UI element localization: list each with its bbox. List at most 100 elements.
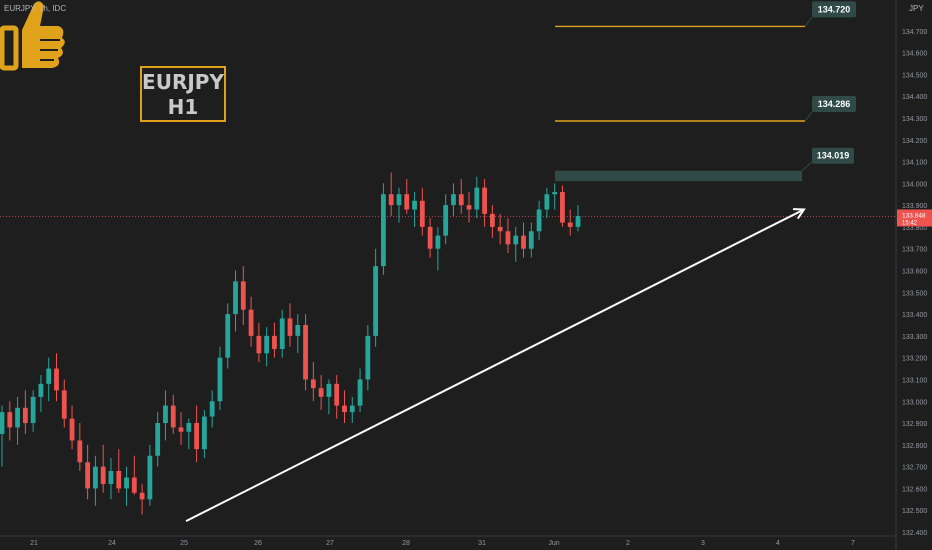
- y-tick-label: 133.300: [902, 334, 927, 341]
- candle-up: [0, 412, 5, 434]
- x-tick-label: 7: [851, 540, 855, 547]
- level-label-connector: [804, 17, 813, 27]
- title-timeframe: H1: [167, 95, 199, 119]
- candle-down: [131, 477, 137, 493]
- supply-zone: [555, 170, 802, 182]
- candle-up: [435, 235, 441, 249]
- candle-down: [505, 231, 511, 245]
- x-tick-label: 4: [776, 540, 780, 547]
- y-tick-label: 133.100: [902, 377, 927, 384]
- candle-up: [552, 192, 558, 195]
- candle-up: [528, 231, 534, 249]
- candle-up: [155, 423, 161, 456]
- candle-down: [458, 194, 464, 206]
- level-label-connector: [804, 111, 813, 122]
- candle-down: [69, 418, 75, 441]
- candle-down: [567, 222, 573, 227]
- candle-down: [497, 226, 503, 232]
- x-tick-label: 28: [402, 540, 410, 547]
- title-box: EURJPY H1: [140, 66, 226, 122]
- candle-down: [85, 462, 91, 489]
- candle-down: [77, 440, 83, 463]
- y-tick-label: 132.900: [902, 421, 927, 428]
- candle-down: [303, 324, 308, 380]
- candle-up: [15, 407, 20, 428]
- x-tick-label: 26: [254, 540, 262, 547]
- level-label-box: [812, 1, 856, 18]
- candle-up: [233, 281, 238, 315]
- candle-up: [186, 423, 192, 432]
- candle-down: [248, 309, 254, 336]
- x-tick-label: 21: [30, 540, 38, 547]
- level-label-box: [812, 96, 856, 113]
- thumb-cuff: [0, 25, 19, 71]
- candle-up: [108, 470, 114, 485]
- candle-up: [147, 455, 153, 500]
- candle-up: [349, 405, 355, 413]
- candle-down: [388, 194, 394, 206]
- candle-down: [61, 390, 67, 419]
- candle-up: [443, 205, 449, 236]
- current-price-tag: [897, 209, 932, 227]
- y-tick-label: 134.200: [902, 138, 927, 145]
- candle-down: [419, 200, 425, 227]
- x-tick-label: 31: [478, 540, 486, 547]
- y-tick-label: 134.700: [902, 29, 927, 36]
- candle-down: [170, 405, 176, 428]
- y-tick-label: 133.000: [902, 399, 927, 406]
- candle-down: [22, 407, 28, 424]
- candle-down: [100, 466, 106, 485]
- candle-down: [427, 226, 433, 249]
- candle-up: [544, 194, 550, 210]
- candle-up: [124, 477, 129, 489]
- y-tick-label: 133.900: [902, 203, 927, 210]
- x-tick-label: 25: [180, 540, 188, 547]
- symbol-label: EURJPY, 1h, IDC: [4, 4, 67, 13]
- y-tick-label: 133.500: [902, 290, 927, 297]
- level-label: 134.720: [818, 4, 851, 14]
- candle-down: [256, 335, 262, 354]
- x-tick-label: Jun: [548, 540, 559, 547]
- current-price-countdown: 15:42: [902, 220, 918, 226]
- y-tick-label: 134.600: [902, 51, 927, 58]
- candle-up: [451, 194, 456, 206]
- candle-down: [178, 427, 184, 432]
- candle-up: [209, 401, 215, 417]
- candle-up: [46, 368, 52, 384]
- candle-down: [310, 379, 316, 389]
- thumb-hand: [22, 1, 65, 68]
- y-tick-label: 134.500: [902, 72, 927, 79]
- candle-down: [466, 205, 472, 210]
- trend-arrow-line: [185, 208, 805, 522]
- candle-down: [404, 194, 410, 210]
- candle-up: [396, 194, 402, 206]
- y-tick-label: 133.400: [902, 312, 927, 319]
- y-tick-label: 133.800: [902, 225, 927, 232]
- candle-up: [575, 216, 581, 227]
- candle-up: [163, 405, 168, 424]
- candle-up: [357, 379, 363, 406]
- trend-arrow-head: [792, 208, 806, 220]
- candle-down: [240, 281, 246, 310]
- candle-up: [365, 335, 371, 380]
- candle-up: [373, 266, 379, 336]
- y-tick-label: 134.100: [902, 160, 927, 167]
- candle-up: [295, 324, 301, 336]
- current-price-label: 133.848: [902, 212, 926, 219]
- candle-down: [342, 405, 347, 413]
- candle-down: [194, 423, 199, 450]
- candle-down: [489, 213, 495, 227]
- candle-up: [381, 194, 386, 267]
- zone-label-box: [812, 147, 854, 164]
- candle-up: [536, 209, 542, 232]
- y-tick-label: 132.800: [902, 443, 927, 450]
- candle-down: [139, 492, 145, 500]
- candle-up: [474, 187, 480, 210]
- x-tick-label: 3: [701, 540, 705, 547]
- x-tick-label: 2: [626, 540, 630, 547]
- y-tick-label: 133.700: [902, 247, 927, 254]
- candle-up: [279, 318, 285, 349]
- y-tick-label: 132.400: [902, 530, 927, 537]
- y-tick-label: 134.000: [902, 181, 927, 188]
